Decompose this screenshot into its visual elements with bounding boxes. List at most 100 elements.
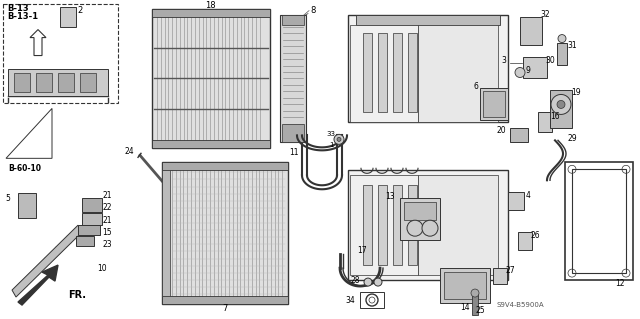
Circle shape xyxy=(422,220,438,236)
Bar xyxy=(510,128,528,142)
Bar xyxy=(408,33,417,112)
Circle shape xyxy=(337,137,341,141)
Bar xyxy=(418,25,498,122)
Bar xyxy=(483,92,505,117)
Text: 12: 12 xyxy=(615,278,625,287)
Text: 23: 23 xyxy=(102,240,112,249)
Bar xyxy=(393,33,402,112)
Text: 34: 34 xyxy=(345,295,355,305)
Polygon shape xyxy=(12,225,82,297)
Text: S9V4-B5900A: S9V4-B5900A xyxy=(496,302,544,308)
Text: 26: 26 xyxy=(530,231,540,240)
Text: 9: 9 xyxy=(525,66,531,75)
Bar xyxy=(493,268,507,284)
Bar xyxy=(363,185,372,265)
Circle shape xyxy=(558,34,566,42)
Text: 11: 11 xyxy=(289,148,299,157)
Text: 15: 15 xyxy=(102,228,112,237)
Bar xyxy=(3,4,118,103)
Bar xyxy=(282,15,304,25)
Bar xyxy=(350,175,418,275)
Text: 8: 8 xyxy=(310,6,316,15)
Bar xyxy=(350,25,418,122)
Bar xyxy=(378,185,387,265)
Bar xyxy=(282,124,304,142)
Bar xyxy=(162,162,288,304)
Bar xyxy=(440,268,490,303)
Text: 29: 29 xyxy=(567,134,577,143)
Bar xyxy=(472,293,478,315)
Bar xyxy=(60,7,76,26)
Bar xyxy=(400,198,440,240)
Text: 27: 27 xyxy=(505,266,515,275)
Text: B-13: B-13 xyxy=(7,4,29,13)
Polygon shape xyxy=(18,265,58,305)
Bar xyxy=(80,72,96,93)
Circle shape xyxy=(515,68,525,78)
Bar xyxy=(523,56,547,78)
Text: 1: 1 xyxy=(329,142,333,148)
Bar xyxy=(152,140,270,148)
Text: B-60-10: B-60-10 xyxy=(8,164,41,173)
Bar xyxy=(36,72,52,93)
Bar xyxy=(565,162,633,280)
Text: 20: 20 xyxy=(497,126,506,135)
Bar xyxy=(378,33,387,112)
Bar xyxy=(82,213,102,225)
Text: FR.: FR. xyxy=(68,290,86,300)
Bar xyxy=(8,69,108,96)
Bar xyxy=(348,15,508,122)
Text: 32: 32 xyxy=(540,10,550,19)
Circle shape xyxy=(364,278,372,286)
Bar xyxy=(418,175,498,275)
Circle shape xyxy=(557,100,565,108)
Bar xyxy=(557,42,567,64)
Bar xyxy=(363,33,372,112)
Text: 31: 31 xyxy=(567,41,577,50)
Bar xyxy=(348,170,508,280)
Bar xyxy=(520,17,542,45)
Text: 4: 4 xyxy=(525,191,531,200)
Bar xyxy=(162,162,288,170)
Text: 28: 28 xyxy=(351,276,360,285)
Bar xyxy=(78,225,100,235)
Bar xyxy=(408,185,417,265)
Text: 10: 10 xyxy=(97,263,107,273)
Text: 25: 25 xyxy=(475,306,485,315)
Text: 2: 2 xyxy=(77,6,83,15)
Bar xyxy=(162,170,170,296)
Bar xyxy=(538,112,552,132)
Text: 6: 6 xyxy=(473,82,478,91)
Text: 16: 16 xyxy=(550,112,560,121)
Bar xyxy=(356,15,500,25)
Bar xyxy=(518,232,532,250)
Text: B-13-1: B-13-1 xyxy=(7,12,38,21)
Bar xyxy=(152,9,270,17)
Circle shape xyxy=(374,278,382,286)
Text: 18: 18 xyxy=(205,1,215,10)
Bar xyxy=(404,202,436,220)
Bar xyxy=(152,9,270,148)
Text: 14: 14 xyxy=(460,302,470,312)
Text: 3: 3 xyxy=(501,56,506,65)
Bar xyxy=(360,292,384,308)
Circle shape xyxy=(551,94,571,115)
Bar xyxy=(162,296,288,304)
Bar xyxy=(444,272,486,299)
Circle shape xyxy=(471,289,479,297)
Bar xyxy=(82,198,102,212)
Text: 13: 13 xyxy=(385,192,395,201)
Text: 30: 30 xyxy=(545,56,555,65)
Bar xyxy=(508,192,524,210)
Circle shape xyxy=(334,134,344,145)
Text: 21: 21 xyxy=(102,191,112,200)
Text: 21: 21 xyxy=(102,216,112,225)
Bar xyxy=(480,88,508,120)
Bar xyxy=(393,185,402,265)
Text: 19: 19 xyxy=(571,88,581,97)
Bar xyxy=(14,72,30,93)
Text: 5: 5 xyxy=(5,194,10,203)
Text: 22: 22 xyxy=(102,203,112,212)
Circle shape xyxy=(407,220,423,236)
Bar xyxy=(280,15,306,142)
